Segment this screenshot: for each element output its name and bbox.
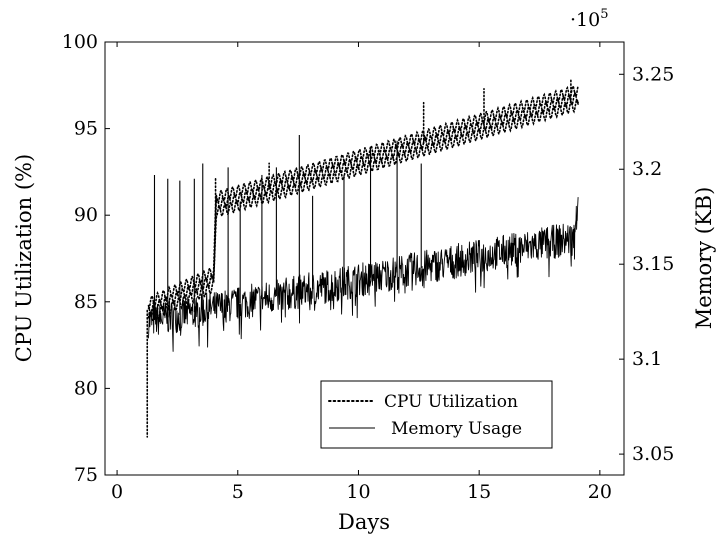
legend-label-cpu: CPU Utilization xyxy=(384,392,518,412)
right-tick-label: 3.2 xyxy=(632,158,662,180)
x-tick-label: 0 xyxy=(111,481,123,503)
memory-series-line xyxy=(148,197,579,352)
left-tick-label: 100 xyxy=(62,31,98,53)
left-axis-ticks: 75 80 85 90 95 100 xyxy=(62,31,110,486)
y-right-axis-label: Memory (KB) xyxy=(692,187,716,330)
x-axis-label: Days xyxy=(338,510,390,534)
legend-box xyxy=(320,380,553,449)
right-tick-label: 3.15 xyxy=(632,253,674,275)
legend: CPU Utilization Memory Usage xyxy=(320,380,553,449)
x-tick-label: 10 xyxy=(346,481,370,503)
x-axis-ticks: 0 5 10 15 20 xyxy=(111,42,612,503)
right-tick-label: 3.1 xyxy=(632,348,662,370)
right-axis-multiplier: ·105 xyxy=(570,7,609,31)
legend-label-memory: Memory Usage xyxy=(391,419,522,439)
right-axis-multiplier-exp: 5 xyxy=(600,7,608,22)
series-layer xyxy=(146,77,579,438)
cpu-series-line xyxy=(147,90,579,318)
right-axis-ticks: 3.05 3.1 3.15 3.2 3.25 xyxy=(619,63,674,465)
right-tick-label: 3.25 xyxy=(632,63,674,85)
left-tick-label: 75 xyxy=(74,464,98,486)
x-tick-label: 5 xyxy=(232,481,244,503)
cpu-series-line xyxy=(147,84,579,309)
left-tick-label: 85 xyxy=(74,291,98,313)
y-left-axis-label: CPU Utilization (%) xyxy=(12,154,36,362)
left-tick-label: 95 xyxy=(74,118,98,140)
left-tick-label: 90 xyxy=(74,204,98,226)
x-tick-label: 15 xyxy=(467,481,491,503)
plot-frame xyxy=(104,41,625,476)
left-tick-label: 80 xyxy=(74,377,98,399)
right-axis-multiplier-base: ·10 xyxy=(570,9,600,31)
right-tick-label: 3.05 xyxy=(632,443,674,465)
x-tick-label: 20 xyxy=(588,481,612,503)
